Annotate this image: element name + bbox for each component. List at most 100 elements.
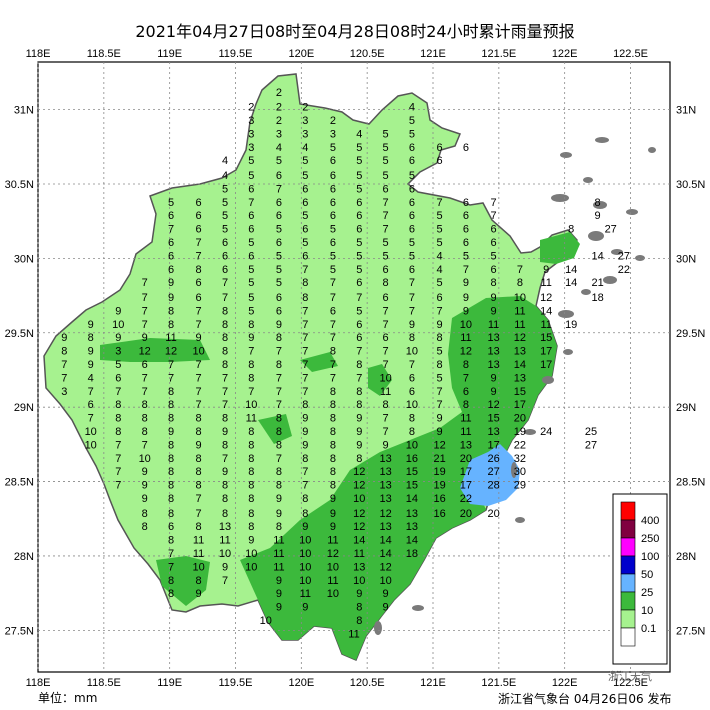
legend-swatch bbox=[620, 501, 636, 521]
rainfall-value: 7 bbox=[463, 264, 469, 276]
rainfall-value: 5 bbox=[383, 155, 389, 167]
unit-label: 单位：mm bbox=[38, 691, 98, 705]
rainfall-value: 15 bbox=[514, 386, 526, 398]
rainfall-value: 7 bbox=[222, 386, 228, 398]
rainfall-value: 17 bbox=[514, 399, 526, 411]
rainfall-value: 6 bbox=[276, 237, 282, 249]
rainfall-value: 7 bbox=[409, 277, 415, 289]
rainfall-value: 15 bbox=[540, 332, 552, 344]
rainfall-value: 13 bbox=[487, 359, 499, 371]
rainfall-value: 11 bbox=[219, 535, 230, 547]
rainfall-value: 10 bbox=[85, 439, 97, 451]
rainfall-value: 7 bbox=[248, 386, 254, 398]
rainfall-value: 20 bbox=[460, 453, 472, 465]
rainfall-value: 6 bbox=[330, 184, 336, 196]
rainfall-value: 7 bbox=[222, 372, 228, 384]
rainfall-value: 8 bbox=[88, 332, 94, 344]
rainfall-value: 5 bbox=[330, 250, 336, 262]
rainfall-value: 5 bbox=[437, 372, 443, 384]
rainfall-value: 7 bbox=[383, 210, 389, 222]
rainfall-value: 6 bbox=[196, 197, 202, 209]
rainfall-value: 8 bbox=[168, 480, 174, 492]
rainfall-value: 5 bbox=[383, 237, 389, 249]
rainfall-value: 8 bbox=[196, 466, 202, 478]
rainfall-value: 5 bbox=[356, 264, 362, 276]
rainfall-value: 5 bbox=[463, 250, 469, 262]
map-title: 2021年04月27日08时至04月28日08时24小时累计雨量预报 bbox=[135, 22, 575, 41]
rainfall-value: 11 bbox=[514, 319, 525, 331]
rainfall-value: 8 bbox=[302, 493, 308, 505]
rainfall-value: 10 bbox=[245, 548, 257, 560]
rainfall-value: 7 bbox=[196, 508, 202, 520]
rainfall-value: 5 bbox=[248, 237, 254, 249]
rainfall-value: 5 bbox=[115, 359, 121, 371]
lat-tick-label-left: 31N bbox=[14, 105, 34, 117]
legend-level-label: 400 bbox=[641, 515, 659, 527]
rainfall-value: 8 bbox=[276, 359, 282, 371]
rainfall-value: 5 bbox=[383, 128, 389, 140]
rainfall-value: 12 bbox=[433, 439, 445, 451]
rainfall-value: 7 bbox=[196, 372, 202, 384]
legend: 400 250 100 50 25 10 0.1 bbox=[612, 493, 668, 665]
rainfall-value: 7 bbox=[142, 372, 148, 384]
rainfall-value: 7 bbox=[248, 197, 254, 209]
rainfall-value: 6 bbox=[491, 224, 497, 236]
rainfall-value: 6 bbox=[383, 332, 389, 344]
rainfall-value: 20 bbox=[460, 508, 472, 520]
rainfall-value: 5 bbox=[409, 237, 415, 249]
legend-level-label: 250 bbox=[641, 533, 659, 545]
lon-tick-label-top: 122.5E bbox=[613, 48, 648, 60]
rainfall-value: 8 bbox=[168, 588, 174, 600]
rainfall-value: 8 bbox=[276, 439, 282, 451]
rainfall-value: 30 bbox=[514, 466, 526, 478]
lat-tick-label-right: 29N bbox=[676, 402, 696, 414]
rainfall-value: 8 bbox=[248, 372, 254, 384]
rainfall-value: 11 bbox=[193, 535, 204, 547]
rainfall-value: 14 bbox=[565, 264, 577, 276]
rainfall-value: 8 bbox=[276, 480, 282, 492]
rainfall-value: 9 bbox=[409, 319, 415, 331]
rainfall-value: 7 bbox=[302, 264, 308, 276]
rainfall-value: 6 bbox=[356, 224, 362, 236]
rainfall-value: 8 bbox=[115, 426, 121, 438]
rainfall-value: 8 bbox=[568, 224, 574, 236]
rainfall-value: 20 bbox=[514, 413, 526, 425]
rainfall-value: 8 bbox=[491, 277, 497, 289]
rainfall-value: 8 bbox=[168, 386, 174, 398]
rainfall-value: 8 bbox=[302, 399, 308, 411]
rainfall-value: 8 bbox=[276, 332, 282, 344]
rainfall-value: 2 bbox=[276, 87, 282, 99]
rainfall-value: 6 bbox=[356, 319, 362, 331]
rainfall-value: 9 bbox=[491, 372, 497, 384]
rainfall-value: 8 bbox=[409, 426, 415, 438]
rainfall-value: 8 bbox=[330, 399, 336, 411]
rainfall-value: 7 bbox=[330, 292, 336, 304]
rainfall-value: 10 bbox=[299, 561, 311, 573]
rainfall-value: 9 bbox=[437, 426, 443, 438]
rainfall-value: 5 bbox=[383, 170, 389, 182]
rainfall-value: 6 bbox=[330, 306, 336, 318]
lon-tick-label-bottom: 122E bbox=[552, 677, 578, 689]
rainfall-value: 9 bbox=[543, 264, 549, 276]
rainfall-value: 5 bbox=[302, 210, 308, 222]
rainfall-value: 7 bbox=[302, 386, 308, 398]
rainfall-value: 9 bbox=[222, 561, 228, 573]
rainfall-value: 6 bbox=[356, 210, 362, 222]
axis-labels: 118E 118E 118.5E 118.5E 119E 119E 119.5E 119.5E… bbox=[5, 48, 706, 689]
rainfall-value: 7 bbox=[409, 292, 415, 304]
lat-tick-label-left: 30N bbox=[14, 253, 34, 265]
rainfall-value: 6 bbox=[437, 292, 443, 304]
lat-tick-label-right: 30N bbox=[676, 253, 696, 265]
rainfall-value: 21 bbox=[433, 453, 445, 465]
rainfall-value: 9 bbox=[356, 426, 362, 438]
rainfall-value: 8 bbox=[222, 346, 228, 358]
rainfall-value: 4 bbox=[222, 155, 228, 167]
rainfall-value: 9 bbox=[276, 575, 282, 587]
rainfall-value: 13 bbox=[379, 453, 391, 465]
rainfall-value: 5 bbox=[437, 210, 443, 222]
rainfall-value: 11 bbox=[460, 413, 471, 425]
rainfall-value: 7 bbox=[115, 439, 121, 451]
lon-tick-label-bottom: 121E bbox=[420, 677, 446, 689]
rainfall-value: 6 bbox=[248, 224, 254, 236]
